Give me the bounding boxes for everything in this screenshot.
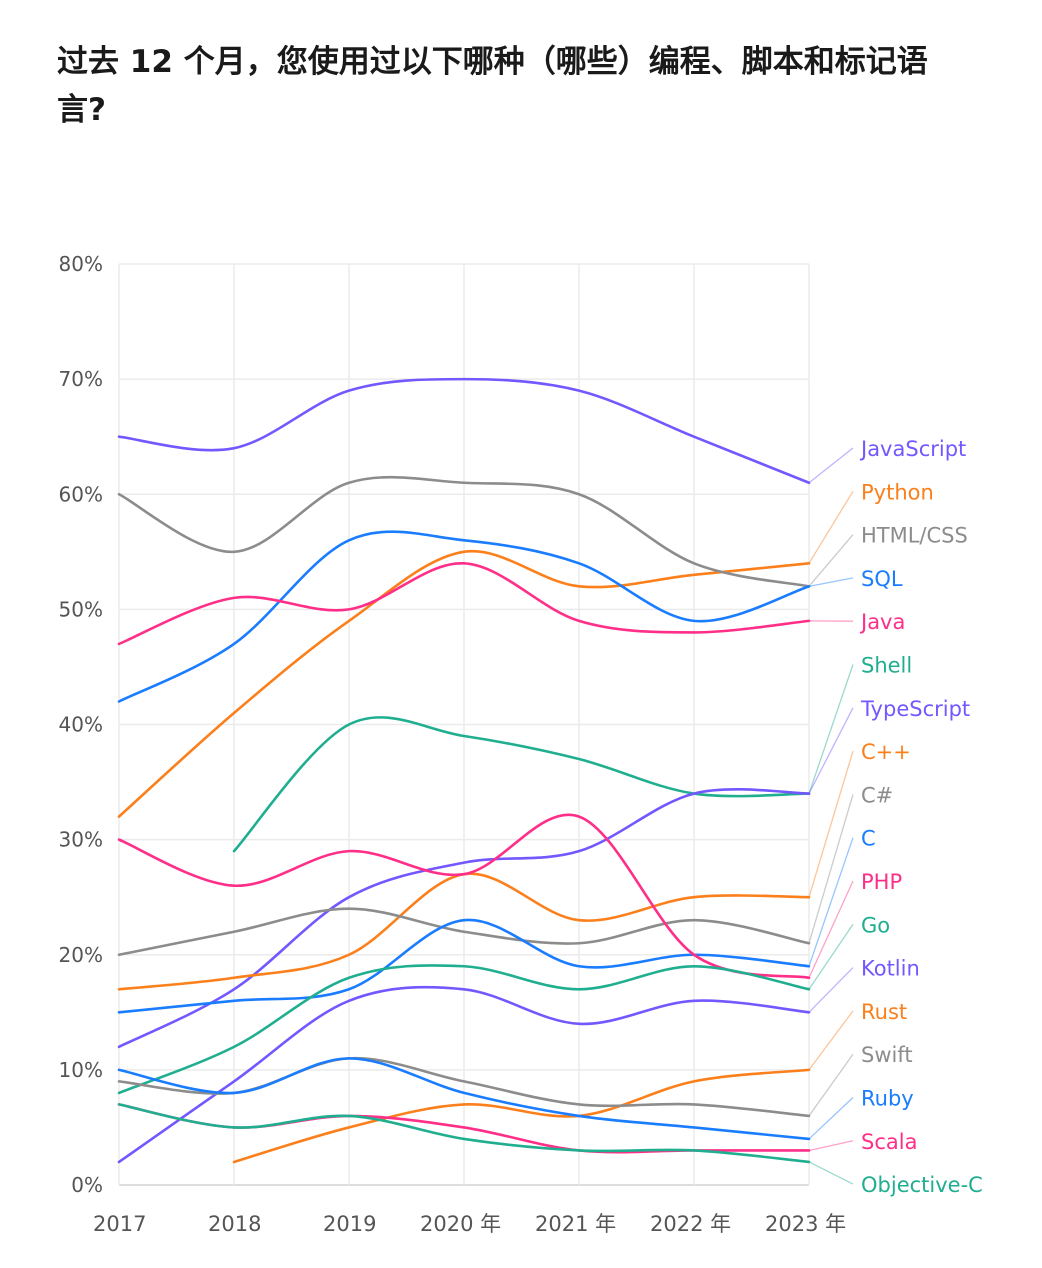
series-label-python: Python: [861, 480, 934, 504]
series-label-swift: Swift: [861, 1043, 913, 1067]
series-label-shell: Shell: [861, 654, 912, 678]
x-tick-label: 2018: [208, 1212, 261, 1236]
y-tick-label: 70%: [59, 367, 103, 391]
x-tick-label: 2023 年: [765, 1212, 846, 1236]
x-tick-label: 2019: [323, 1212, 376, 1236]
y-tick-label: 80%: [59, 252, 103, 276]
series-line-typescript: [117, 788, 811, 1049]
series-line-csharp: [117, 907, 811, 957]
series-label-java: Java: [859, 610, 905, 634]
series-line-go: [117, 964, 811, 1095]
series-label-scala: Scala: [861, 1130, 917, 1154]
series-label-c: C: [861, 827, 876, 851]
series-label-csharp: C#: [861, 783, 893, 807]
series-label-javascript: JavaScript: [859, 437, 966, 461]
series-line-python: [117, 549, 811, 818]
x-tick-label: 2020 年: [420, 1212, 501, 1236]
series-label-typescript: TypeScript: [860, 697, 970, 721]
x-tick-label: 2022 年: [650, 1212, 731, 1236]
label-connector-scala: [808, 1140, 854, 1152]
series-line-ruby: [117, 1057, 811, 1141]
x-tick-label: 2021 年: [535, 1212, 616, 1236]
series-label-cpp: C++: [861, 740, 911, 764]
chart-title: 过去 12 个月，您使用过以下哪种（哪些）编程、脚本和标记语言?: [57, 44, 928, 128]
series-label-go: Go: [861, 913, 890, 937]
series-line-javascript: [117, 377, 811, 485]
label-connector-python: [808, 490, 854, 564]
label-connector-objective-c: [808, 1161, 854, 1185]
series-line-kotlin: [117, 985, 811, 1164]
y-tick-label: 60%: [59, 482, 103, 506]
label-connector-c: [808, 837, 854, 967]
series-label-php: PHP: [861, 870, 902, 894]
label-connector-html-css: [808, 534, 854, 587]
series-line-objective-c: [117, 1103, 811, 1164]
y-tick-label: 20%: [59, 943, 103, 967]
label-connector-cpp: [808, 750, 854, 898]
y-tick-label: 40%: [59, 713, 103, 737]
label-connector-go: [808, 923, 854, 990]
x-tick-label: 2017: [93, 1212, 146, 1236]
series-label-objective-c: Objective-C: [861, 1173, 983, 1197]
series-line-sql: [117, 530, 811, 703]
y-tick-label: 10%: [59, 1058, 103, 1082]
series-label-rust: Rust: [861, 1000, 907, 1024]
y-tick-label: 50%: [59, 597, 103, 621]
label-connector-kotlin: [808, 967, 854, 1013]
series-line-shell: [232, 716, 811, 853]
series-label-sql: SQL: [861, 567, 903, 591]
label-connector-sql: [808, 577, 854, 587]
y-tick-label: 30%: [59, 828, 103, 852]
series-line-rust: [232, 1068, 811, 1164]
label-connector-csharp: [808, 794, 854, 944]
series-line-php: [117, 813, 811, 980]
label-connector-ruby: [808, 1097, 854, 1140]
label-connector-javascript: [808, 447, 854, 484]
label-connector-shell: [808, 664, 854, 794]
series-line-java: [117, 562, 811, 646]
series-line-html-css: [117, 475, 811, 588]
label-connector-php: [808, 880, 854, 979]
label-connector-rust: [808, 1010, 854, 1071]
label-connector-typescript: [808, 707, 854, 794]
y-tick-label: 0%: [71, 1173, 103, 1197]
series-label-kotlin: Kotlin: [861, 957, 920, 981]
series-label-ruby: Ruby: [861, 1087, 914, 1111]
label-connector-swift: [808, 1053, 854, 1117]
series-label-html-css: HTML/CSS: [861, 524, 968, 548]
